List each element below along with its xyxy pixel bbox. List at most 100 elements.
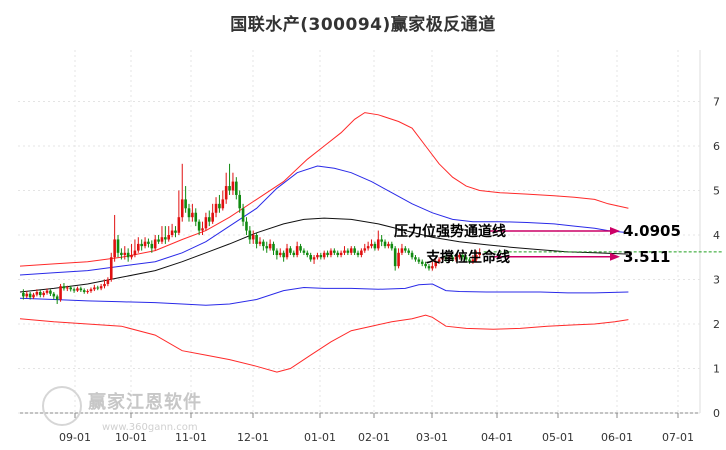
candle-body [319,255,323,258]
middle-line [19,217,629,293]
candle-body [66,287,69,289]
candle-body [306,252,309,256]
candle-body [471,259,475,262]
candle-body [130,255,133,258]
candle-body [248,230,252,240]
candle-body [312,257,316,260]
candle-body [157,239,160,242]
candle-body [137,243,140,251]
candle-body [224,186,228,200]
candle-body [126,252,130,258]
candle-body [174,230,177,233]
y-tick-label: 4 [713,229,720,242]
x-tick-label: 10-01 [115,431,147,444]
candle-body [143,241,147,247]
candle-body [370,243,373,247]
candle-body [275,250,279,256]
candle-body [99,286,103,289]
candle-body [434,261,438,267]
candle-body [400,248,404,253]
candle-body [356,252,360,256]
candle-body [417,259,421,262]
candle-body [420,261,424,264]
candle-body [245,221,248,231]
annotation-arrow-head [610,226,620,235]
candle-body [35,291,39,295]
candle-body [468,259,471,262]
candle-body [383,241,387,247]
candle-body [49,290,52,294]
candle-body [241,208,245,222]
candle-body [414,257,417,260]
candle-body [59,286,62,300]
candle-body [251,235,255,240]
candle-body [123,252,127,256]
candle-body [207,217,211,222]
candle-body [201,228,204,231]
candle-body [427,266,431,269]
candle-body [268,243,272,249]
annotation-value: 3.511 [623,248,670,266]
candle-body [55,296,59,300]
candle-body [295,246,299,256]
y-tick-label: 3 [713,274,720,287]
candle-body [140,243,143,247]
y-tick-label: 5 [713,185,720,198]
candle-body [289,248,292,253]
candle-body [191,212,194,218]
candle-body [329,250,333,256]
candle-body [316,255,319,258]
candle-body [346,250,350,253]
candle-body [339,252,343,256]
candle-body [72,289,76,291]
candle-body [258,241,262,244]
candle-body [153,239,157,249]
channel-bands [19,112,722,373]
candle-body [272,243,275,251]
candle-body [214,203,218,213]
candle-body [390,243,394,249]
candle-body [366,246,370,249]
candle-body [255,235,258,244]
candle-body [69,287,72,290]
candle-body [150,243,154,249]
annotation-layer: 压力位强势通道线 4.0905 支撑位生命线 3.511 [394,222,681,266]
annotation-value: 4.0905 [623,222,681,240]
candle-body [228,186,231,191]
watermark-url: www.360gann.com [102,422,198,433]
candle-body [28,293,32,298]
candle-body [478,252,481,256]
candle-body [79,288,83,291]
candle-body [333,250,336,253]
x-tick-label: 09-01 [59,431,91,444]
candle-body [32,294,35,298]
candle-body [62,286,66,289]
candle-body [410,252,414,258]
candle-body [309,255,312,260]
candle-body [299,246,302,251]
x-tick-label: 12-01 [237,431,269,444]
outer-lower-band [19,314,629,373]
candle-body [447,257,451,260]
x-tick-label: 11-01 [175,431,207,444]
candle-body [437,259,441,262]
candle-body [231,181,235,191]
candle-body [25,293,29,297]
y-tick-label: 1 [713,363,720,376]
candle-body [235,181,238,195]
candle-body [42,292,45,296]
candle-body [404,248,407,251]
candle-body [93,287,96,290]
candle-body [238,194,241,209]
y-tick-label: 7 [713,96,720,109]
candle-body [407,250,410,253]
candle-body [116,239,120,253]
y-tick-label: 6 [713,140,720,153]
candle-body [373,243,377,249]
candle-body [336,252,340,256]
x-tick-label: 07-01 [662,431,694,444]
candle-body [397,252,400,267]
candle-body [103,283,106,287]
candle-body [86,291,89,293]
